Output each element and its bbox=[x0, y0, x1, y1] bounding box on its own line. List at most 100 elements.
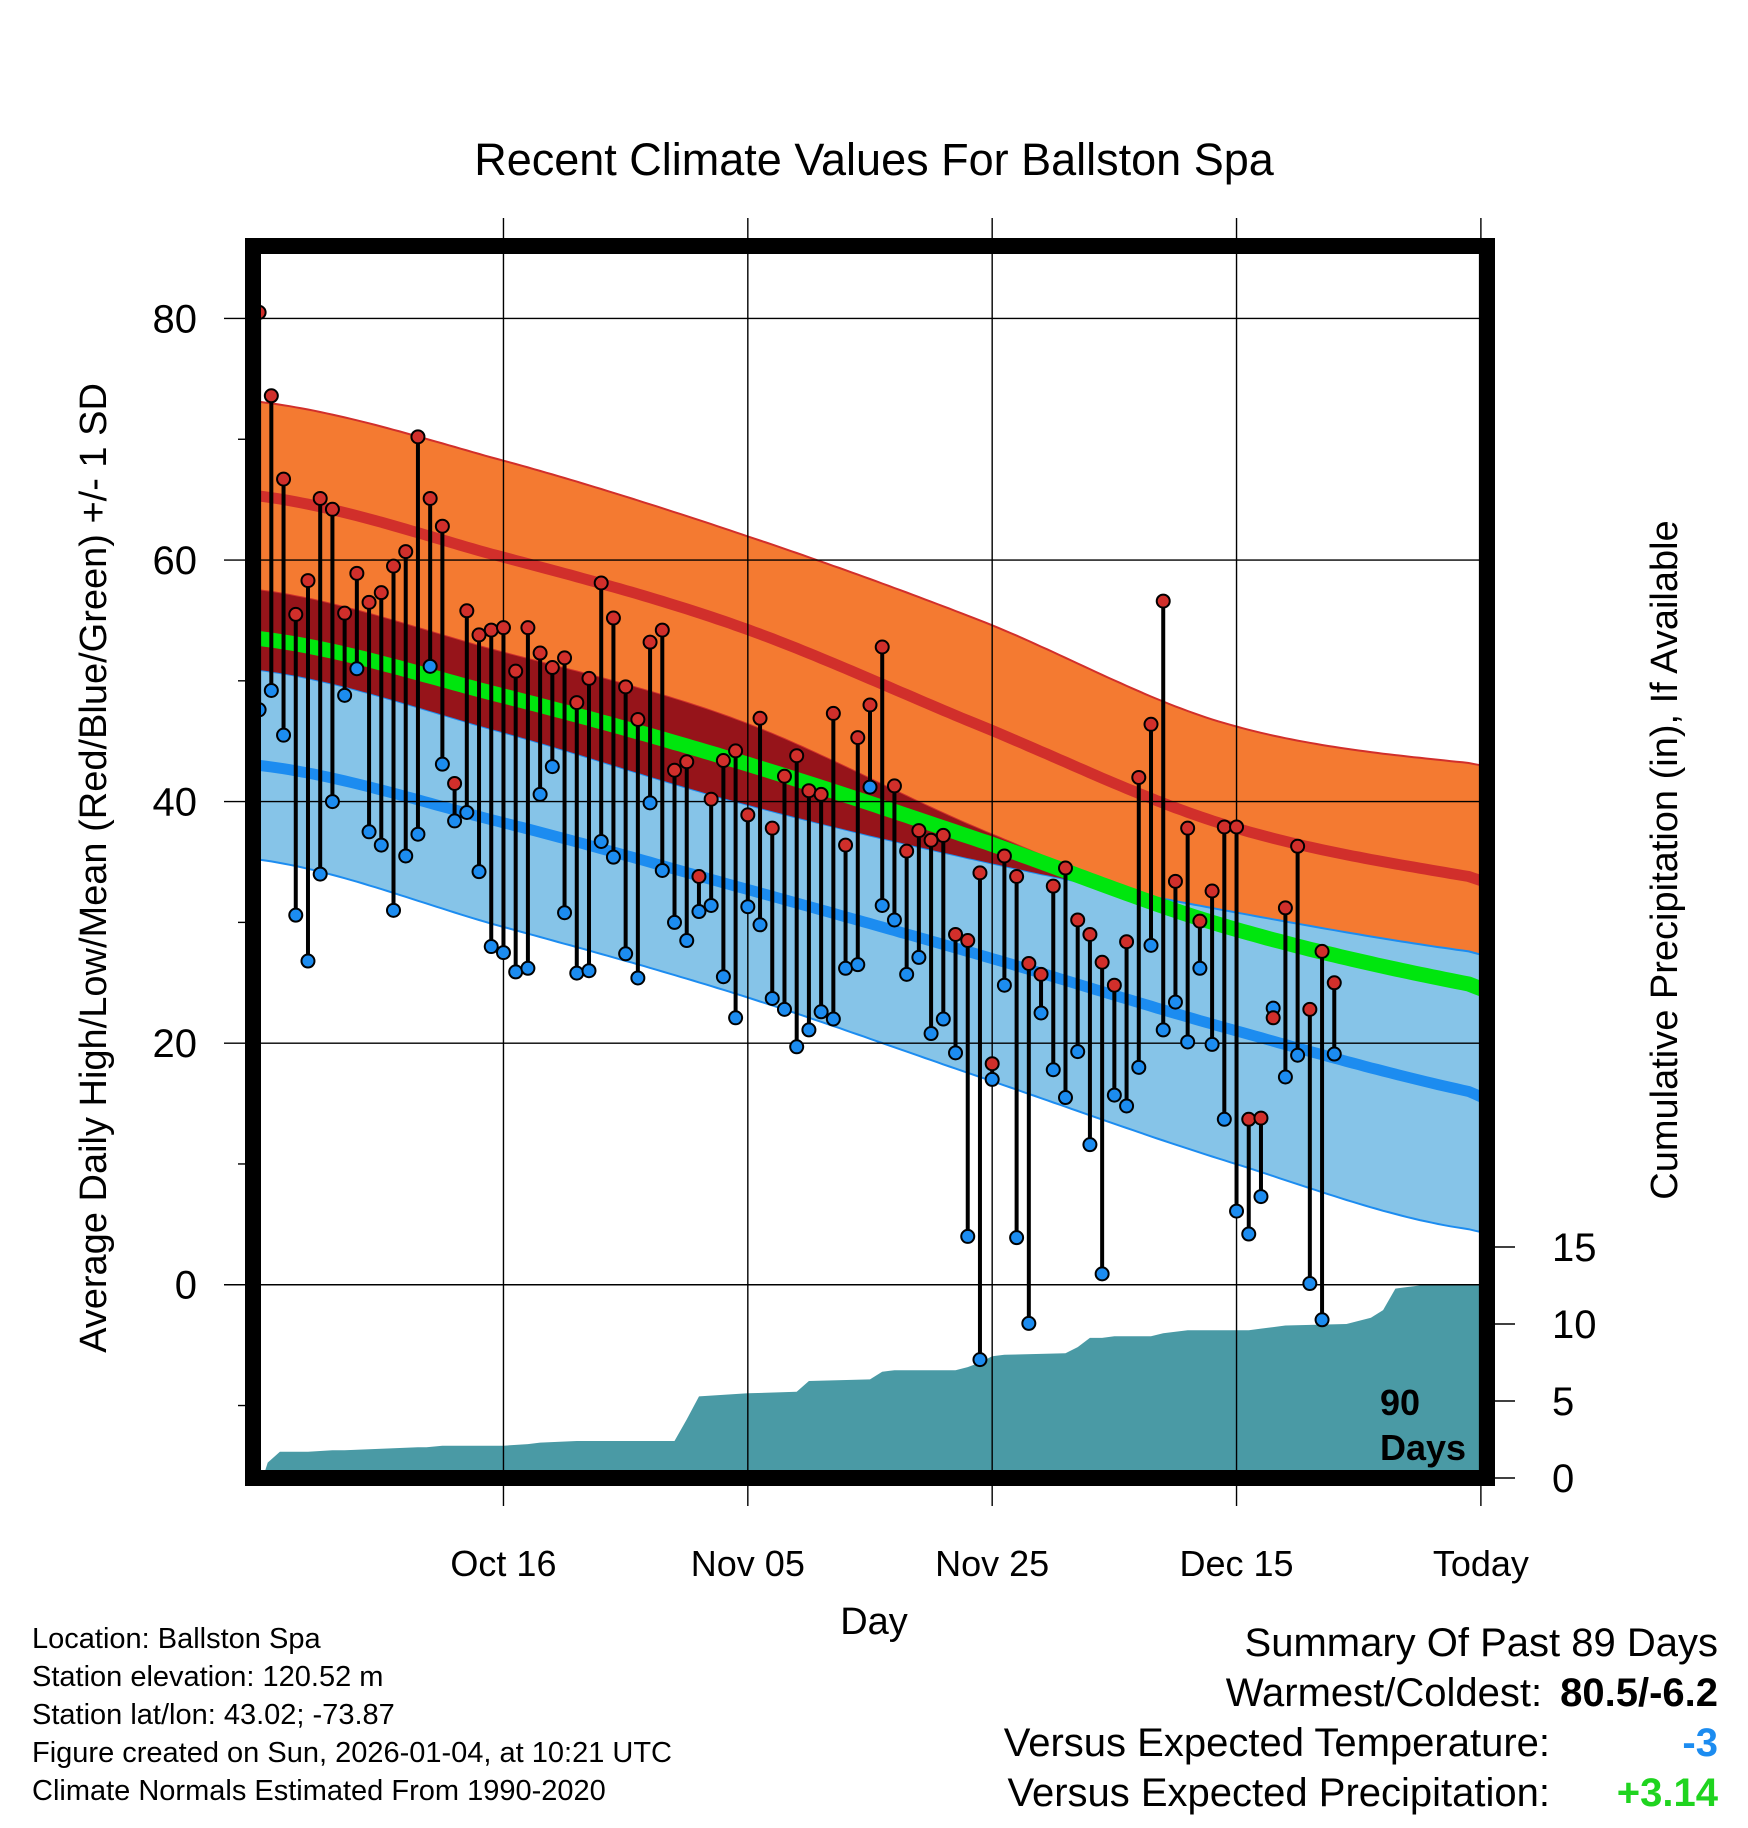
daily-low-point bbox=[593, 833, 609, 849]
daily-high-point bbox=[838, 837, 854, 853]
daily-low-point bbox=[923, 1026, 939, 1042]
station-location: Location: Ballston Spa bbox=[32, 1623, 321, 1655]
daily-high-point bbox=[813, 786, 829, 802]
daily-low-point bbox=[838, 960, 854, 976]
daily-low-point bbox=[386, 902, 402, 918]
daily-high-point bbox=[495, 620, 511, 636]
daily-low-point bbox=[569, 965, 585, 981]
summary-warm-cold-row: Warmest/Coldest: 80.5/-6.2 bbox=[1004, 1668, 1718, 1718]
y2-tick-label: 15 bbox=[1552, 1226, 1597, 1270]
daily-low-point bbox=[532, 786, 548, 802]
daily-high-point bbox=[324, 501, 340, 517]
daily-high-point bbox=[679, 754, 695, 770]
low-normal-line bbox=[258, 759, 1487, 1106]
daily-high-point bbox=[948, 926, 964, 942]
daily-low-point bbox=[1070, 1044, 1086, 1060]
daily-high-point bbox=[911, 823, 927, 839]
daily-low-point bbox=[911, 949, 927, 965]
daily-high-point bbox=[422, 490, 438, 506]
daily-low-point bbox=[948, 1045, 964, 1061]
daily-high-point bbox=[764, 820, 780, 836]
daily-low-point bbox=[972, 1352, 988, 1368]
summary-panel: Summary Of Past 89 Days Warmest/Coldest:… bbox=[1004, 1618, 1718, 1818]
daily-low-point bbox=[581, 963, 597, 979]
daily-high-point bbox=[923, 832, 939, 848]
daily-high-point bbox=[935, 827, 951, 843]
x-tick-label: Dec 15 bbox=[1179, 1543, 1293, 1584]
daily-low-point bbox=[1057, 1090, 1073, 1106]
daily-low-point bbox=[1192, 960, 1208, 976]
daily-low-point bbox=[1253, 1189, 1269, 1205]
daily-low-point bbox=[263, 682, 279, 698]
daily-high-point bbox=[1314, 943, 1330, 959]
daily-high-point bbox=[862, 697, 878, 713]
observations-group bbox=[253, 304, 1342, 1368]
daily-low-point bbox=[825, 1011, 841, 1027]
daily-low-point bbox=[789, 1039, 805, 1055]
daily-low-point bbox=[1167, 994, 1183, 1010]
daily-high-point bbox=[337, 605, 353, 621]
figure-created: Figure created on Sun, 2026-01-04, at 10… bbox=[32, 1737, 672, 1769]
daily-low-point bbox=[1082, 1137, 1098, 1153]
daily-high-point bbox=[667, 762, 683, 778]
daily-low-point bbox=[483, 939, 499, 955]
daily-high-point bbox=[728, 743, 744, 759]
daily-high-point bbox=[1290, 838, 1306, 854]
warm-cold-label: Warmest/Coldest: bbox=[1225, 1671, 1543, 1715]
daily-low-point bbox=[960, 1228, 976, 1244]
daily-low-point bbox=[1033, 1005, 1049, 1021]
daily-low-point bbox=[361, 824, 377, 840]
daily-low-point bbox=[1131, 1059, 1147, 1075]
daily-high-point bbox=[434, 518, 450, 534]
daily-high-point bbox=[1167, 873, 1183, 889]
y2-axis-label: Cumulative Precipitation (in), If Availa… bbox=[1644, 520, 1686, 1199]
daily-low-point bbox=[886, 912, 902, 928]
plot-area bbox=[253, 246, 1487, 1478]
daily-low-point bbox=[801, 1022, 817, 1038]
daily-high-point bbox=[1131, 769, 1147, 785]
daily-high-point bbox=[1082, 926, 1098, 942]
daily-low-point bbox=[862, 779, 878, 795]
x-tick-label: Today bbox=[1433, 1543, 1529, 1584]
daily-high-point bbox=[1155, 593, 1171, 609]
daily-high-point bbox=[874, 639, 890, 655]
daily-low-point bbox=[850, 957, 866, 973]
precip-cumulative-area bbox=[262, 1284, 1487, 1478]
daily-high-point bbox=[1265, 1010, 1281, 1026]
daily-low-point bbox=[324, 794, 340, 810]
daily-low-point bbox=[813, 1004, 829, 1020]
daily-high-point bbox=[1094, 954, 1110, 970]
daily-high-point bbox=[1216, 819, 1232, 835]
daily-low-point bbox=[1045, 1062, 1061, 1078]
daily-high-point bbox=[1241, 1111, 1257, 1127]
daily-low-point bbox=[1314, 1312, 1330, 1328]
axis-ticks-group: Oct 16 Nov 05 Nov 25 Dec 15 Today 0 20 40 60 80 0 5… bbox=[153, 218, 1597, 1584]
daily-high-point bbox=[312, 490, 328, 506]
x-tick-label: Nov 05 bbox=[691, 1543, 805, 1584]
daily-high-point bbox=[1057, 860, 1073, 876]
daily-high-point bbox=[996, 848, 1012, 864]
daily-high-point bbox=[605, 610, 621, 626]
daily-low-point bbox=[776, 1001, 792, 1017]
daily-low-point bbox=[434, 756, 450, 772]
x-tick-label: Nov 25 bbox=[935, 1543, 1049, 1584]
daily-high-point bbox=[300, 573, 316, 589]
daily-high-point bbox=[1277, 900, 1293, 916]
temp-anomaly-label: Versus Expected Temperature: bbox=[1003, 1721, 1550, 1765]
y2-tick-label: 5 bbox=[1552, 1380, 1574, 1424]
daily-low-point bbox=[1229, 1203, 1245, 1219]
precip-anomaly-value: +3.14 bbox=[1616, 1771, 1718, 1815]
daily-low-point bbox=[422, 658, 438, 674]
today-days-number: 90 bbox=[1380, 1382, 1420, 1423]
station-elevation: Station elevation: 120.52 m bbox=[32, 1661, 384, 1693]
daily-low-point bbox=[605, 849, 621, 865]
daily-low-point bbox=[459, 804, 475, 820]
daily-high-point bbox=[691, 868, 707, 884]
y2-tick-label: 10 bbox=[1552, 1303, 1597, 1347]
daily-low-point bbox=[1106, 1087, 1122, 1103]
daily-high-point bbox=[1204, 883, 1220, 899]
daily-high-point bbox=[1106, 977, 1122, 993]
x-axis-label: Day bbox=[840, 1601, 908, 1643]
daily-low-point bbox=[1326, 1046, 1342, 1062]
